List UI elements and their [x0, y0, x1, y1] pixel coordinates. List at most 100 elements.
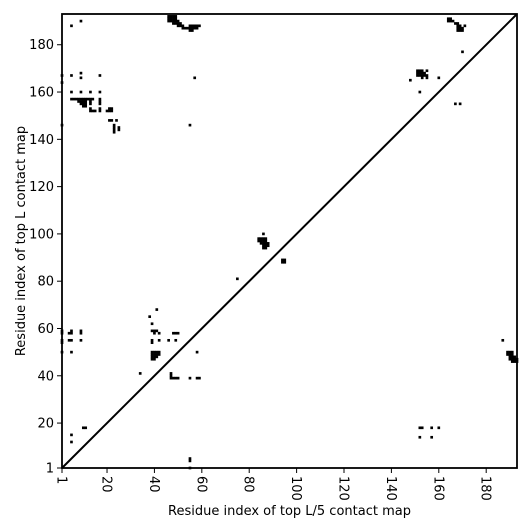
contact-cell: [510, 355, 514, 359]
contact-cell: [79, 329, 83, 333]
contact-cell: [174, 19, 178, 23]
contact-cell: [451, 19, 455, 23]
contact-cell: [430, 435, 434, 439]
contact-cell: [193, 24, 197, 28]
x-axis-title: Residue index of top L/5 contact map: [168, 504, 411, 519]
contact-cell: [98, 74, 102, 77]
contact-cell: [188, 376, 192, 380]
contact-cell: [176, 22, 180, 25]
contact-cell: [157, 350, 161, 354]
contact-cell: [79, 331, 83, 335]
contact-cell: [84, 104, 88, 108]
contact-cell: [79, 97, 83, 101]
contact-cell: [195, 24, 199, 28]
contact-cell: [176, 19, 180, 23]
contact-cell: [172, 17, 175, 21]
contact-cell: [501, 338, 505, 342]
contact-cell: [423, 71, 426, 75]
contact-cell: [79, 76, 83, 80]
contact-cell: [461, 50, 464, 54]
contact-cell: [458, 29, 462, 32]
contact-cell: [67, 338, 71, 342]
contact-cell: [169, 17, 173, 21]
contact-cell: [79, 71, 83, 75]
contact-cell: [188, 459, 192, 463]
contact-cell: [150, 338, 154, 342]
contact-cell: [84, 102, 88, 106]
contact-cell: [506, 350, 509, 354]
contact-cell: [446, 19, 450, 23]
contact-cell: [259, 242, 263, 245]
contact-cell: [98, 109, 102, 113]
y-tick-label: 60: [37, 322, 54, 337]
contact-cell: [172, 22, 175, 25]
contact-cell: [423, 74, 426, 77]
contact-cell: [70, 440, 73, 444]
y-tick-label: 120: [29, 180, 54, 195]
contact-cell: [153, 331, 156, 335]
contact-cell: [74, 97, 78, 101]
y-tick-label: 100: [29, 227, 54, 242]
contact-cell: [257, 239, 261, 243]
x-axis: 1 20 40 60 80 100 120 140 160 180: [54, 468, 493, 501]
contact-cell: [167, 338, 170, 342]
contact-cell: [420, 71, 424, 75]
contact-cell: [174, 331, 178, 335]
contact-cell: [281, 260, 284, 264]
contact-cell: [108, 109, 111, 113]
contact-cell: [264, 237, 268, 240]
contact-cell: [70, 74, 73, 77]
contact-cell: [150, 350, 154, 354]
contact-cell: [418, 426, 422, 430]
contact-cell: [506, 353, 509, 356]
contact-cell: [169, 374, 173, 378]
contact-cell: [513, 357, 516, 361]
contact-cell: [176, 331, 180, 335]
contact-cell: [513, 360, 516, 363]
contact-cell: [79, 102, 83, 106]
contact-cell: [157, 338, 161, 342]
contact-cell: [449, 19, 452, 23]
contact-cell: [169, 372, 173, 375]
contact-cell: [188, 24, 192, 28]
contact-cell: [456, 24, 460, 28]
contact-cell: [508, 355, 512, 359]
x-tick-label: 40: [146, 476, 161, 493]
contact-cell: [110, 107, 114, 110]
contact-cell: [181, 26, 185, 30]
contact-cell: [70, 24, 73, 28]
contact-cell: [508, 350, 512, 354]
contact-cell: [188, 123, 192, 127]
contact-cell: [169, 19, 173, 23]
contact-cell: [91, 109, 95, 113]
contact-cell: [98, 100, 102, 103]
contact-cell: [86, 97, 90, 101]
contact-cell: [153, 350, 156, 354]
contact-cell: [262, 246, 265, 250]
contact-cell: [98, 107, 102, 110]
x-tick-label: 100: [288, 476, 303, 501]
y-tick-label: 40: [37, 369, 54, 384]
contact-cell: [153, 329, 156, 333]
contact-cell: [89, 107, 92, 110]
contact-cell: [81, 102, 85, 106]
contact-cell: [153, 355, 156, 359]
contact-cell: [89, 97, 92, 101]
contact-cell: [281, 258, 284, 262]
x-tick-label: 160: [430, 476, 445, 501]
contact-cell: [150, 353, 154, 356]
contact-cell: [89, 90, 92, 94]
contact-cell: [186, 26, 189, 30]
contact-cell: [458, 26, 462, 30]
contact-cell: [420, 74, 424, 77]
contact-cell: [84, 426, 88, 430]
contact-cell: [150, 322, 154, 326]
contact-cell: [89, 109, 92, 113]
contact-cell: [169, 376, 173, 380]
contact-cell: [454, 102, 457, 106]
contact-cell: [70, 97, 73, 101]
contact-cell: [191, 24, 194, 28]
contact-cell: [257, 237, 261, 240]
contact-cell: [79, 19, 83, 23]
